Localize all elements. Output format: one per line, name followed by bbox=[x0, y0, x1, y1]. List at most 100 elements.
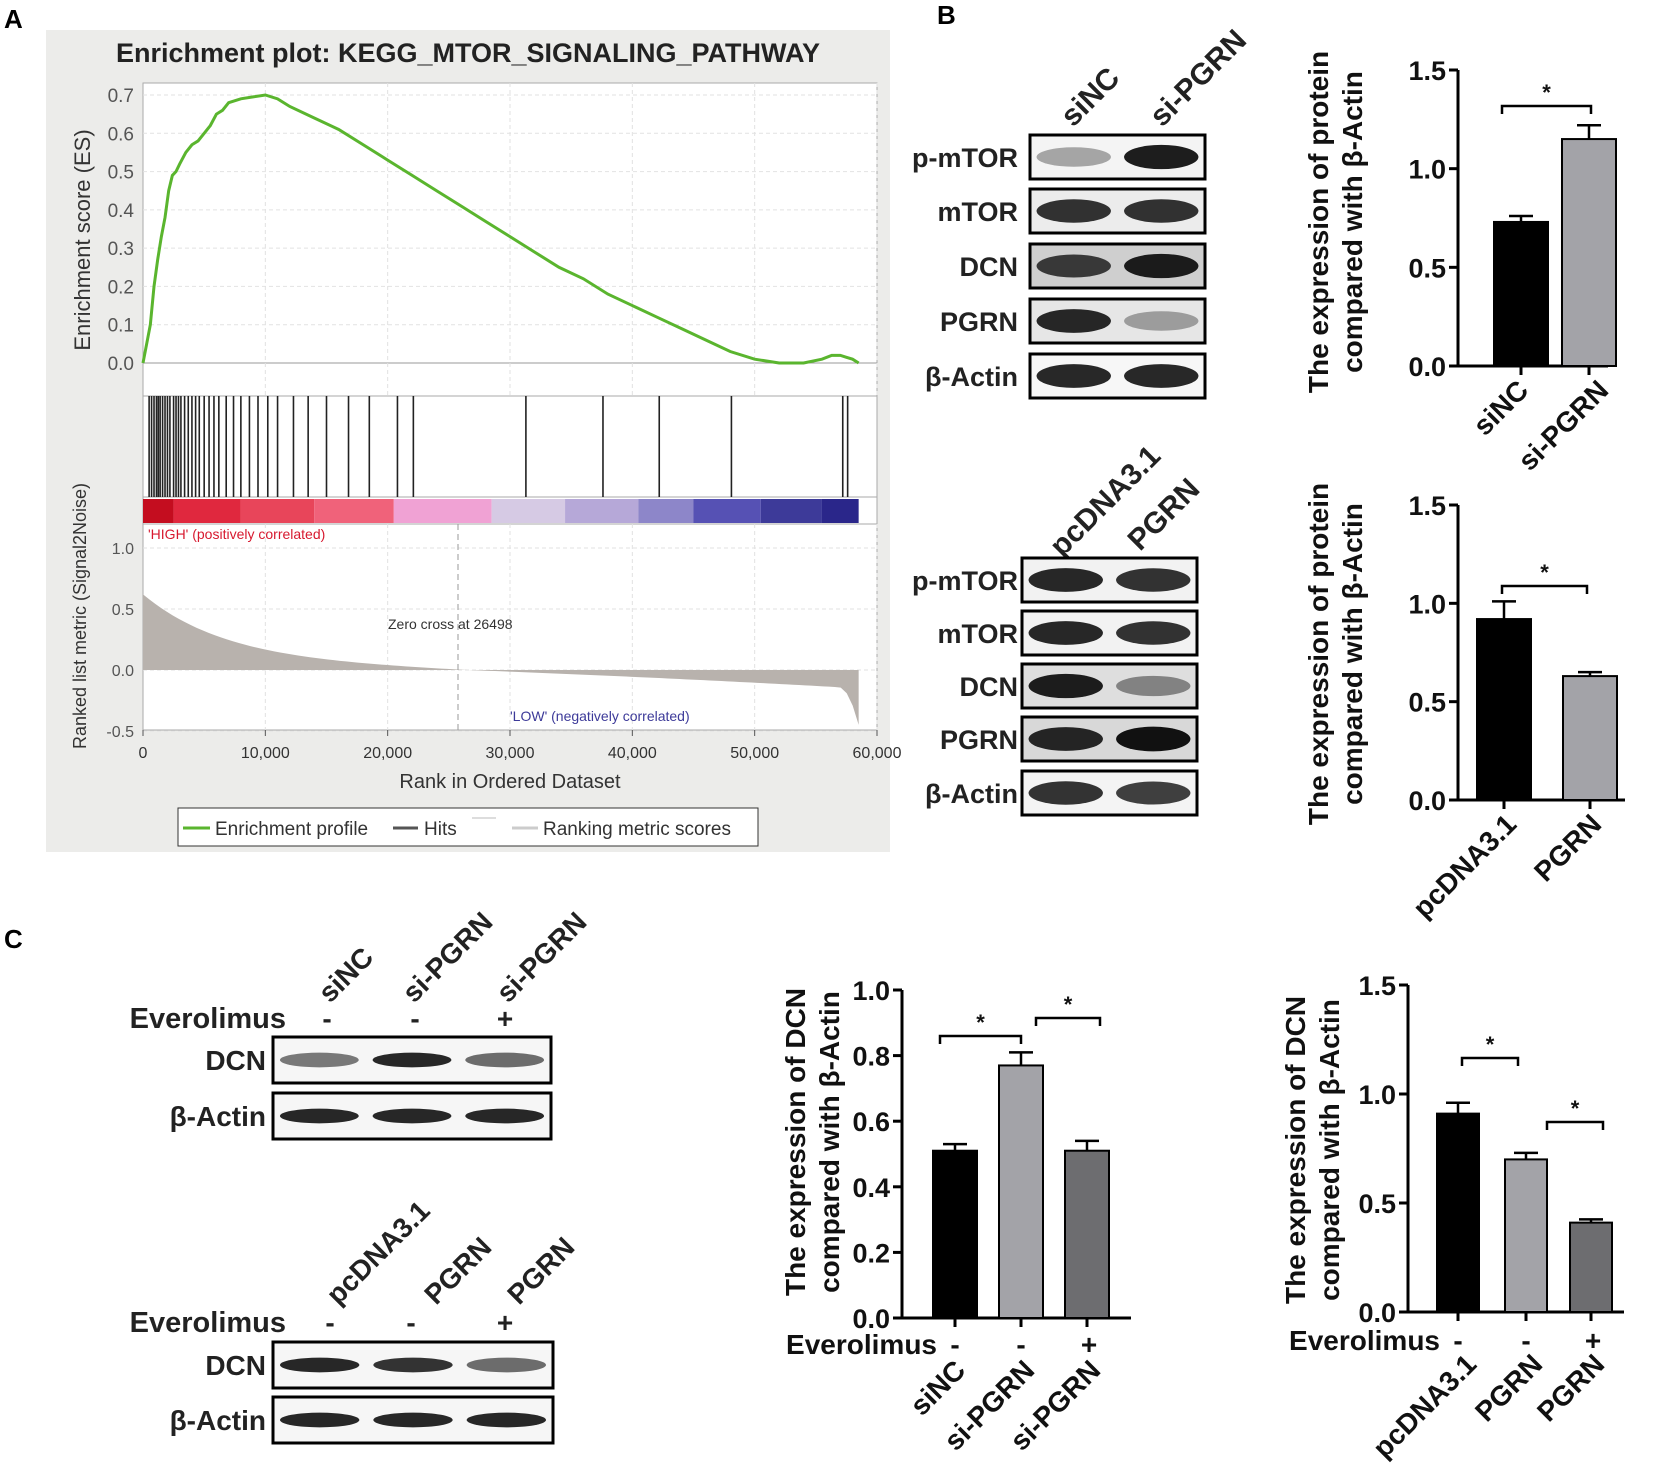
enrichment-profile bbox=[141, 93, 860, 365]
y-axis-label: The expression of protein bbox=[1303, 51, 1334, 393]
lane-label: pcDNA3.1 bbox=[320, 1195, 435, 1310]
color-bar-segment bbox=[821, 499, 859, 523]
everolimus-label: Everolimus bbox=[130, 1307, 286, 1339]
y-axis-label: The expression of DCN bbox=[780, 988, 811, 1296]
blot-band bbox=[1028, 568, 1103, 592]
everolimus-sign: - bbox=[325, 1307, 334, 1338]
es-tick-label: 0.5 bbox=[108, 163, 134, 184]
blot-band bbox=[1116, 781, 1191, 805]
blot-row-label: DCN bbox=[205, 1350, 266, 1381]
y-tick-label: 0.0 bbox=[1408, 352, 1446, 382]
significance-bracket bbox=[1460, 1056, 1520, 1066]
metric-area-fill bbox=[143, 594, 859, 725]
everolimus-sign: + bbox=[1081, 1329, 1097, 1360]
blot-band bbox=[1124, 311, 1199, 331]
blot-row-label: p-mTOR bbox=[912, 143, 1018, 173]
blot-band bbox=[1116, 675, 1191, 697]
legend-metric-label: Ranking metric scores bbox=[543, 819, 731, 840]
blot-band bbox=[279, 1108, 359, 1124]
everolimus-sign: - bbox=[322, 1003, 331, 1034]
blot-band bbox=[373, 1357, 453, 1373]
zero-cross-label: Zero cross at 26498 bbox=[388, 616, 513, 632]
blot-b-top: siNC si-PGRN p-mTOR mTOR DCN PGRN β-Actin bbox=[912, 24, 1253, 400]
y-axis-label: compared with β-Actin bbox=[1337, 71, 1368, 373]
bar bbox=[1504, 1158, 1548, 1314]
enrichment-profile-line bbox=[141, 93, 860, 365]
color-bar-segments bbox=[143, 499, 859, 523]
y-tick-label: 0.6 bbox=[852, 1107, 890, 1137]
metric-tick-label: 0.0 bbox=[112, 663, 134, 680]
y-tick-label: 0.8 bbox=[852, 1042, 890, 1072]
blot-band bbox=[1036, 364, 1111, 388]
gsea-plot: Enrichment plot: KEGG_MTOR_SIGNALING_PAT… bbox=[46, 30, 902, 852]
y-tick-label: 1.0 bbox=[852, 976, 890, 1006]
significance-bracket bbox=[938, 1034, 1023, 1044]
significance-bracket bbox=[1500, 584, 1589, 594]
bar bbox=[1562, 675, 1618, 801]
y-tick-label: 1.5 bbox=[1408, 491, 1446, 521]
color-bar-segment bbox=[491, 499, 566, 523]
blot-band bbox=[1028, 727, 1103, 751]
y-tick-label: 0.5 bbox=[1358, 1189, 1396, 1219]
lane-label: siNC bbox=[1055, 61, 1127, 133]
es-tick-label: 0.3 bbox=[108, 239, 134, 260]
x-tick-label: 30,000 bbox=[486, 745, 535, 762]
blot-band bbox=[1116, 568, 1191, 592]
metric-tick-labels: 1.0 0.5 0.0 -0.5 bbox=[106, 541, 134, 741]
everolimus-sign: + bbox=[497, 1307, 513, 1338]
blot-band bbox=[1036, 147, 1111, 167]
color-bar-segment bbox=[565, 499, 639, 523]
bar bbox=[998, 1064, 1044, 1319]
color-bar-segment bbox=[314, 499, 394, 523]
blot-row-label: β-Actin bbox=[925, 779, 1018, 809]
color-bar-segment bbox=[240, 499, 315, 523]
bar-chart-b-top: 0.0 0.5 1.0 1.5 The expression of protein com… bbox=[1303, 51, 1617, 477]
blot-band bbox=[1124, 144, 1199, 170]
x-category-label: pcDNA3.1 bbox=[1367, 1348, 1482, 1463]
panel-letter-c: C bbox=[4, 924, 23, 954]
bar-chart-c-left: 0.0 0.2 0.4 0.6 0.8 1.0 The expression of DCN c… bbox=[780, 976, 1131, 1457]
x-tick-label: 40,000 bbox=[608, 745, 657, 762]
everolimus-sign: - bbox=[1453, 1325, 1462, 1356]
blot-band bbox=[279, 1052, 359, 1068]
lane-label: PGRN bbox=[418, 1231, 497, 1310]
x-category-label: pcDNA3.1 bbox=[1407, 808, 1522, 923]
y-tick-label: 1.0 bbox=[1408, 155, 1446, 185]
blot-band bbox=[1116, 621, 1191, 645]
low-label: 'LOW' (negatively correlated) bbox=[510, 708, 690, 724]
significance-star: * bbox=[976, 1010, 985, 1035]
x-tick-label: 50,000 bbox=[730, 745, 779, 762]
color-bar-segment bbox=[173, 499, 241, 523]
blot-row-label: PGRN bbox=[940, 307, 1018, 337]
x-category-label: PGRN bbox=[1469, 1348, 1548, 1427]
y-tick-label: 1.5 bbox=[1408, 56, 1446, 86]
significance-star: * bbox=[1486, 1032, 1495, 1057]
es-ylabel: Enrichment score (ES) bbox=[70, 129, 95, 350]
x-tick-label: 10,000 bbox=[241, 745, 290, 762]
gsea-legend bbox=[177, 807, 759, 847]
everolimus-label: Everolimus bbox=[1289, 1325, 1440, 1356]
metric-tick-label: 0.5 bbox=[112, 602, 134, 619]
significance-bracket bbox=[1500, 104, 1593, 114]
blot-band bbox=[1036, 199, 1111, 223]
lane-label: si-PGRN bbox=[396, 906, 498, 1008]
color-bar-segment bbox=[693, 499, 761, 523]
everolimus-sign: - bbox=[410, 1003, 419, 1034]
y-axis-label: compared with β-Actin bbox=[814, 991, 845, 1293]
blot-band bbox=[372, 1108, 452, 1124]
blot-band bbox=[1028, 781, 1103, 805]
everolimus-sign: - bbox=[1521, 1325, 1530, 1356]
es-tick-label: 0.4 bbox=[108, 201, 135, 222]
bar-chart-c-right: 0.0 0.5 1.0 1.5 The expression of DCN compare… bbox=[1280, 971, 1624, 1464]
everolimus-sign: - bbox=[950, 1329, 959, 1360]
metric-tick-label: 1.0 bbox=[112, 541, 134, 558]
blot-row-label: DCN bbox=[205, 1045, 266, 1076]
y-tick-label: 0.0 bbox=[852, 1304, 890, 1334]
lane-label: si-PGRN bbox=[490, 906, 592, 1008]
es-tick-labels: 0.0 0.1 0.2 0.3 0.4 0.5 0.6 0.7 bbox=[108, 86, 135, 375]
y-tick-label: 0.5 bbox=[1408, 253, 1446, 283]
color-bar-segment bbox=[638, 499, 694, 523]
blot-band bbox=[1036, 309, 1111, 333]
lane-label: si-PGRN bbox=[1144, 24, 1253, 133]
